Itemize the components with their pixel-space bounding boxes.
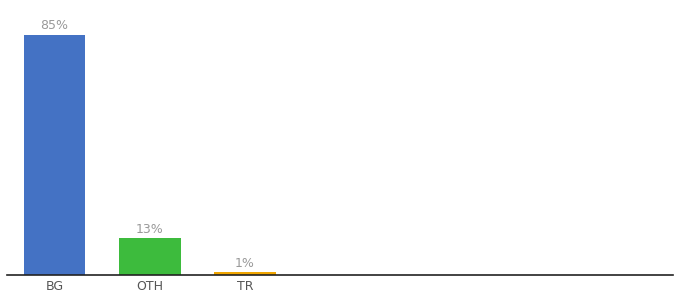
Text: 85%: 85% bbox=[41, 20, 69, 32]
Bar bbox=[119, 238, 181, 275]
Text: 1%: 1% bbox=[235, 256, 255, 269]
Bar bbox=[214, 272, 276, 275]
Text: 13%: 13% bbox=[136, 223, 164, 236]
Bar bbox=[24, 35, 86, 275]
